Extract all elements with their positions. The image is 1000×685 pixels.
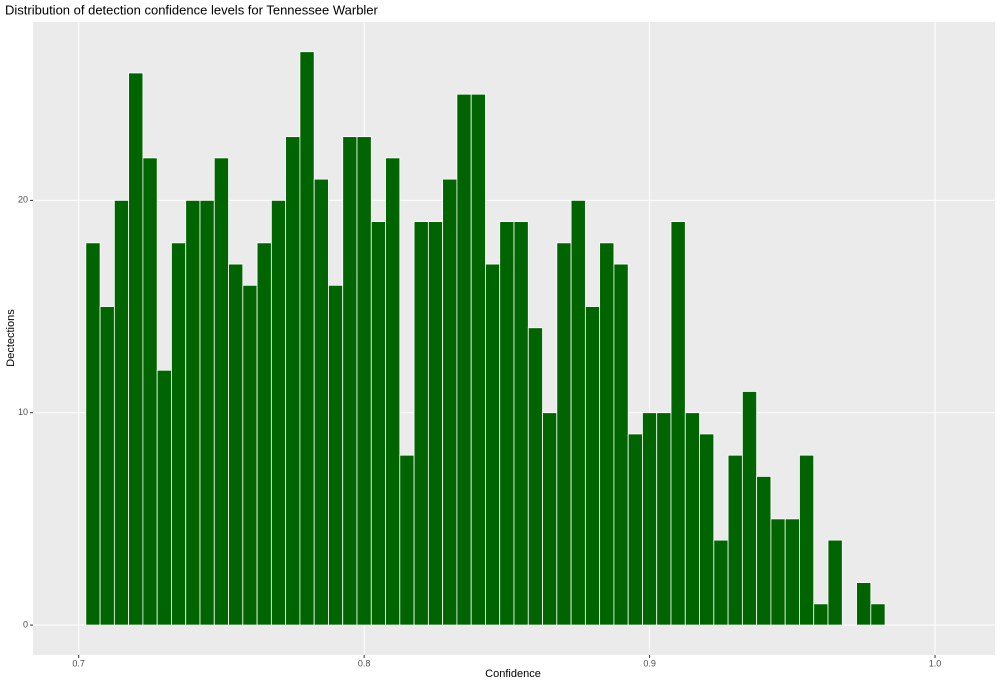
x-tick-label: 1.0 (929, 658, 942, 668)
bar (242, 284, 258, 626)
bar (442, 178, 458, 626)
y-tick-label: 20 (18, 195, 28, 205)
bar (128, 72, 144, 626)
bar (299, 51, 315, 626)
bar (784, 518, 800, 626)
bar (285, 136, 301, 626)
bar (156, 369, 172, 626)
bar (813, 603, 829, 626)
bar (570, 199, 586, 626)
bar (799, 454, 815, 626)
bar (199, 199, 215, 626)
bar (613, 263, 629, 626)
bar (599, 242, 615, 626)
y-axis-label: Dectections (5, 309, 17, 367)
bar (556, 242, 572, 626)
bar (370, 221, 386, 626)
bar (642, 412, 658, 626)
bar (470, 93, 486, 626)
bar (99, 306, 115, 626)
bar (413, 221, 429, 626)
bar (699, 433, 715, 626)
bar (228, 263, 244, 626)
bar (185, 199, 201, 626)
bar (542, 412, 558, 626)
x-tick-label: 0.9 (643, 658, 656, 668)
x-axis-label: Confidence (485, 668, 541, 680)
bar (342, 136, 358, 626)
bar (256, 242, 272, 626)
bar (113, 199, 130, 626)
bar (313, 178, 329, 626)
bar (870, 603, 886, 626)
bar (527, 327, 543, 626)
bar (270, 199, 287, 626)
bar (827, 539, 843, 626)
y-tick-label: 10 (18, 407, 28, 417)
bar (584, 306, 601, 626)
bar (85, 242, 101, 626)
y-tick-label: 0 (23, 619, 28, 629)
bar (656, 412, 672, 626)
bar (670, 221, 686, 626)
bar (328, 284, 344, 626)
bar (627, 433, 643, 626)
bar (713, 539, 729, 626)
x-tick-label: 0.7 (72, 658, 85, 668)
chart-title: Distribution of detection confidence lev… (5, 2, 379, 17)
bar (770, 518, 786, 626)
bar (399, 454, 415, 626)
bar (756, 476, 772, 626)
bar (485, 263, 501, 626)
x-tick-label: 0.8 (358, 658, 371, 668)
bar (213, 157, 229, 626)
bar (499, 221, 515, 626)
bar (741, 391, 758, 626)
bar (727, 454, 743, 626)
bar (171, 242, 187, 626)
bar (385, 157, 401, 626)
bar (684, 412, 700, 626)
bar (456, 93, 472, 626)
bar (856, 582, 872, 626)
bar (356, 136, 372, 626)
bar (427, 221, 444, 626)
bar (513, 221, 529, 626)
bar (142, 157, 158, 626)
